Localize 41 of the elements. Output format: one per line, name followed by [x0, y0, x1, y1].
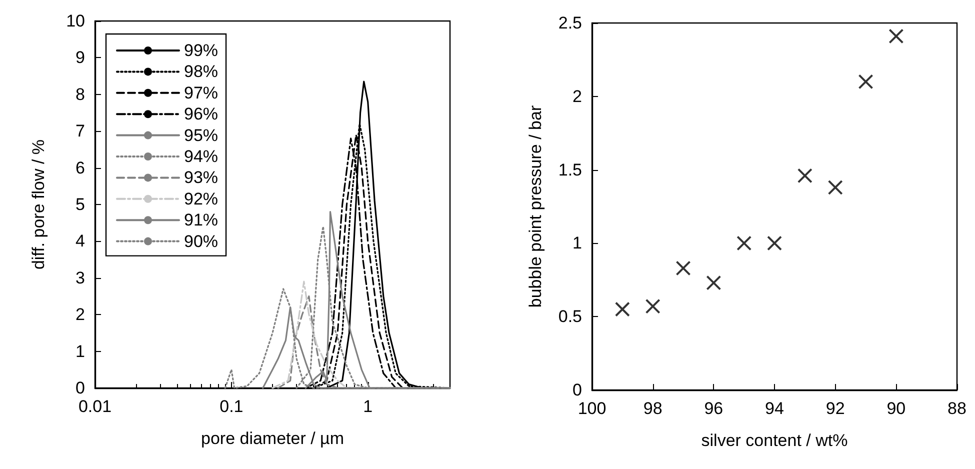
y-tick-label: 4 [76, 232, 85, 251]
x-tick-label: 96 [704, 399, 724, 418]
x-tick-label: 1 [363, 397, 373, 416]
legend-label: 93% [184, 168, 218, 188]
y-tick-label: 1 [572, 234, 582, 253]
x-tick-label: 92 [826, 399, 845, 418]
y-tick-label: 3 [76, 268, 85, 288]
y-tick-label: 1.5 [558, 160, 582, 180]
x-tick-label: 100 [578, 399, 606, 418]
legend-label: 96% [184, 104, 218, 124]
y-tick-label: 10 [66, 12, 85, 30]
legend-label: 98% [184, 62, 218, 82]
y-tick-label: 5 [76, 195, 85, 214]
legend-label: 99% [184, 41, 218, 60]
y-tick-label: 2 [76, 305, 85, 324]
x-tick-label: 98 [643, 399, 662, 418]
legend-label: 92% [184, 189, 218, 208]
y-tick-label: 2.5 [558, 14, 582, 32]
y-tick-label: 8 [76, 84, 85, 104]
legend-label: 97% [184, 83, 218, 102]
x-tick-label: 0.1 [220, 397, 244, 416]
y-tick-label: 0 [572, 380, 582, 400]
y-axis-title: bubble point pressure / bar [526, 105, 545, 308]
y-tick-label: 2 [572, 86, 582, 106]
legend-label: 90% [184, 232, 218, 251]
y-tick-label: 7 [76, 122, 85, 141]
y-tick-label: 6 [76, 158, 85, 178]
x-tick-label: 88 [948, 399, 966, 418]
x-axis-title: silver content / wt% [701, 431, 848, 450]
legend-label: 91% [184, 210, 218, 230]
x-tick-label: 90 [886, 399, 906, 418]
y-tick-label: 0.5 [558, 307, 582, 326]
x-axis-title: pore diameter / µm [200, 429, 344, 448]
y-axis-title: diff. pore flow / % [29, 139, 48, 270]
legend-label: 95% [184, 126, 218, 145]
x-tick-label: 0.01 [78, 397, 112, 416]
legend-label: 94% [184, 147, 218, 166]
x-tick-label: 94 [765, 399, 784, 418]
y-tick-label: 0 [76, 378, 85, 398]
y-tick-label: 9 [76, 48, 85, 68]
y-tick-label: 1 [76, 342, 85, 361]
